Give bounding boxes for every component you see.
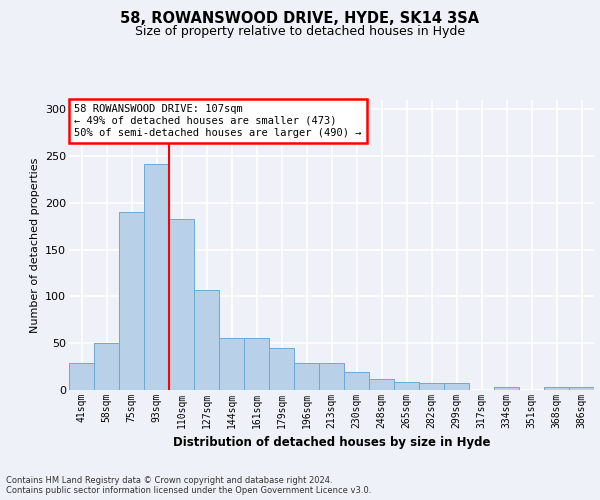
Bar bbox=[144, 164, 169, 390]
Bar bbox=[419, 384, 444, 390]
Bar bbox=[344, 372, 369, 390]
Text: 58 ROWANSWOOD DRIVE: 107sqm
← 49% of detached houses are smaller (473)
50% of se: 58 ROWANSWOOD DRIVE: 107sqm ← 49% of det… bbox=[74, 104, 362, 138]
Bar bbox=[194, 290, 219, 390]
Text: 58, ROWANSWOOD DRIVE, HYDE, SK14 3SA: 58, ROWANSWOOD DRIVE, HYDE, SK14 3SA bbox=[121, 11, 479, 26]
X-axis label: Distribution of detached houses by size in Hyde: Distribution of detached houses by size … bbox=[173, 436, 490, 450]
Bar bbox=[169, 219, 194, 390]
Bar bbox=[219, 338, 244, 390]
Bar bbox=[544, 387, 569, 390]
Bar bbox=[294, 363, 319, 390]
Text: Size of property relative to detached houses in Hyde: Size of property relative to detached ho… bbox=[135, 25, 465, 38]
Text: Contains HM Land Registry data © Crown copyright and database right 2024.
Contai: Contains HM Land Registry data © Crown c… bbox=[6, 476, 371, 495]
Bar bbox=[394, 382, 419, 390]
Bar bbox=[269, 348, 294, 390]
Bar bbox=[94, 343, 119, 390]
Bar bbox=[494, 387, 519, 390]
Bar bbox=[369, 379, 394, 390]
Bar bbox=[244, 338, 269, 390]
Bar bbox=[444, 384, 469, 390]
Bar bbox=[569, 387, 594, 390]
Bar bbox=[319, 363, 344, 390]
Bar bbox=[119, 212, 144, 390]
Y-axis label: Number of detached properties: Number of detached properties bbox=[29, 158, 40, 332]
Bar bbox=[69, 363, 94, 390]
